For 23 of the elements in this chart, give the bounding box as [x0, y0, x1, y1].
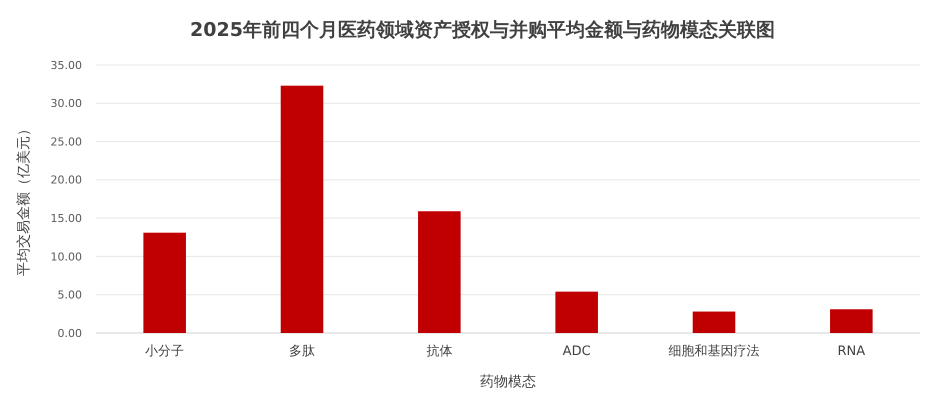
- y-tick-label: 5.00: [58, 288, 82, 302]
- y-tick-label: 10.00: [50, 250, 82, 264]
- y-tick-label: 15.00: [50, 212, 82, 225]
- y-tick-label: 25.00: [50, 135, 82, 148]
- y-tick-label: 30.00: [50, 97, 82, 110]
- x-tick-label: 抗体: [426, 344, 452, 359]
- bar: [143, 232, 186, 333]
- bar: [830, 309, 873, 333]
- chart-title: 2025年前四个月医药领域资产授权与并购平均金额与药物模态关联图: [190, 19, 775, 41]
- bar: [692, 312, 736, 333]
- y-tick-label: 0.00: [58, 326, 82, 340]
- y-tick-label: 35.00: [50, 58, 82, 72]
- x-axis-title: 药物模态: [480, 374, 536, 390]
- x-tick-label: 小分子: [145, 344, 184, 359]
- y-tick-label: 20.00: [50, 174, 82, 187]
- x-tick-label: 细胞和基因疗法: [668, 344, 760, 359]
- x-tick-label: ADC: [562, 344, 591, 359]
- y-axis-title: 平均交易金额（亿美元）: [16, 122, 32, 276]
- x-tick-label: RNA: [838, 344, 866, 359]
- bar: [280, 86, 324, 333]
- x-tick-label: 多肽: [289, 344, 315, 359]
- bar: [418, 211, 461, 333]
- bar: [555, 292, 598, 333]
